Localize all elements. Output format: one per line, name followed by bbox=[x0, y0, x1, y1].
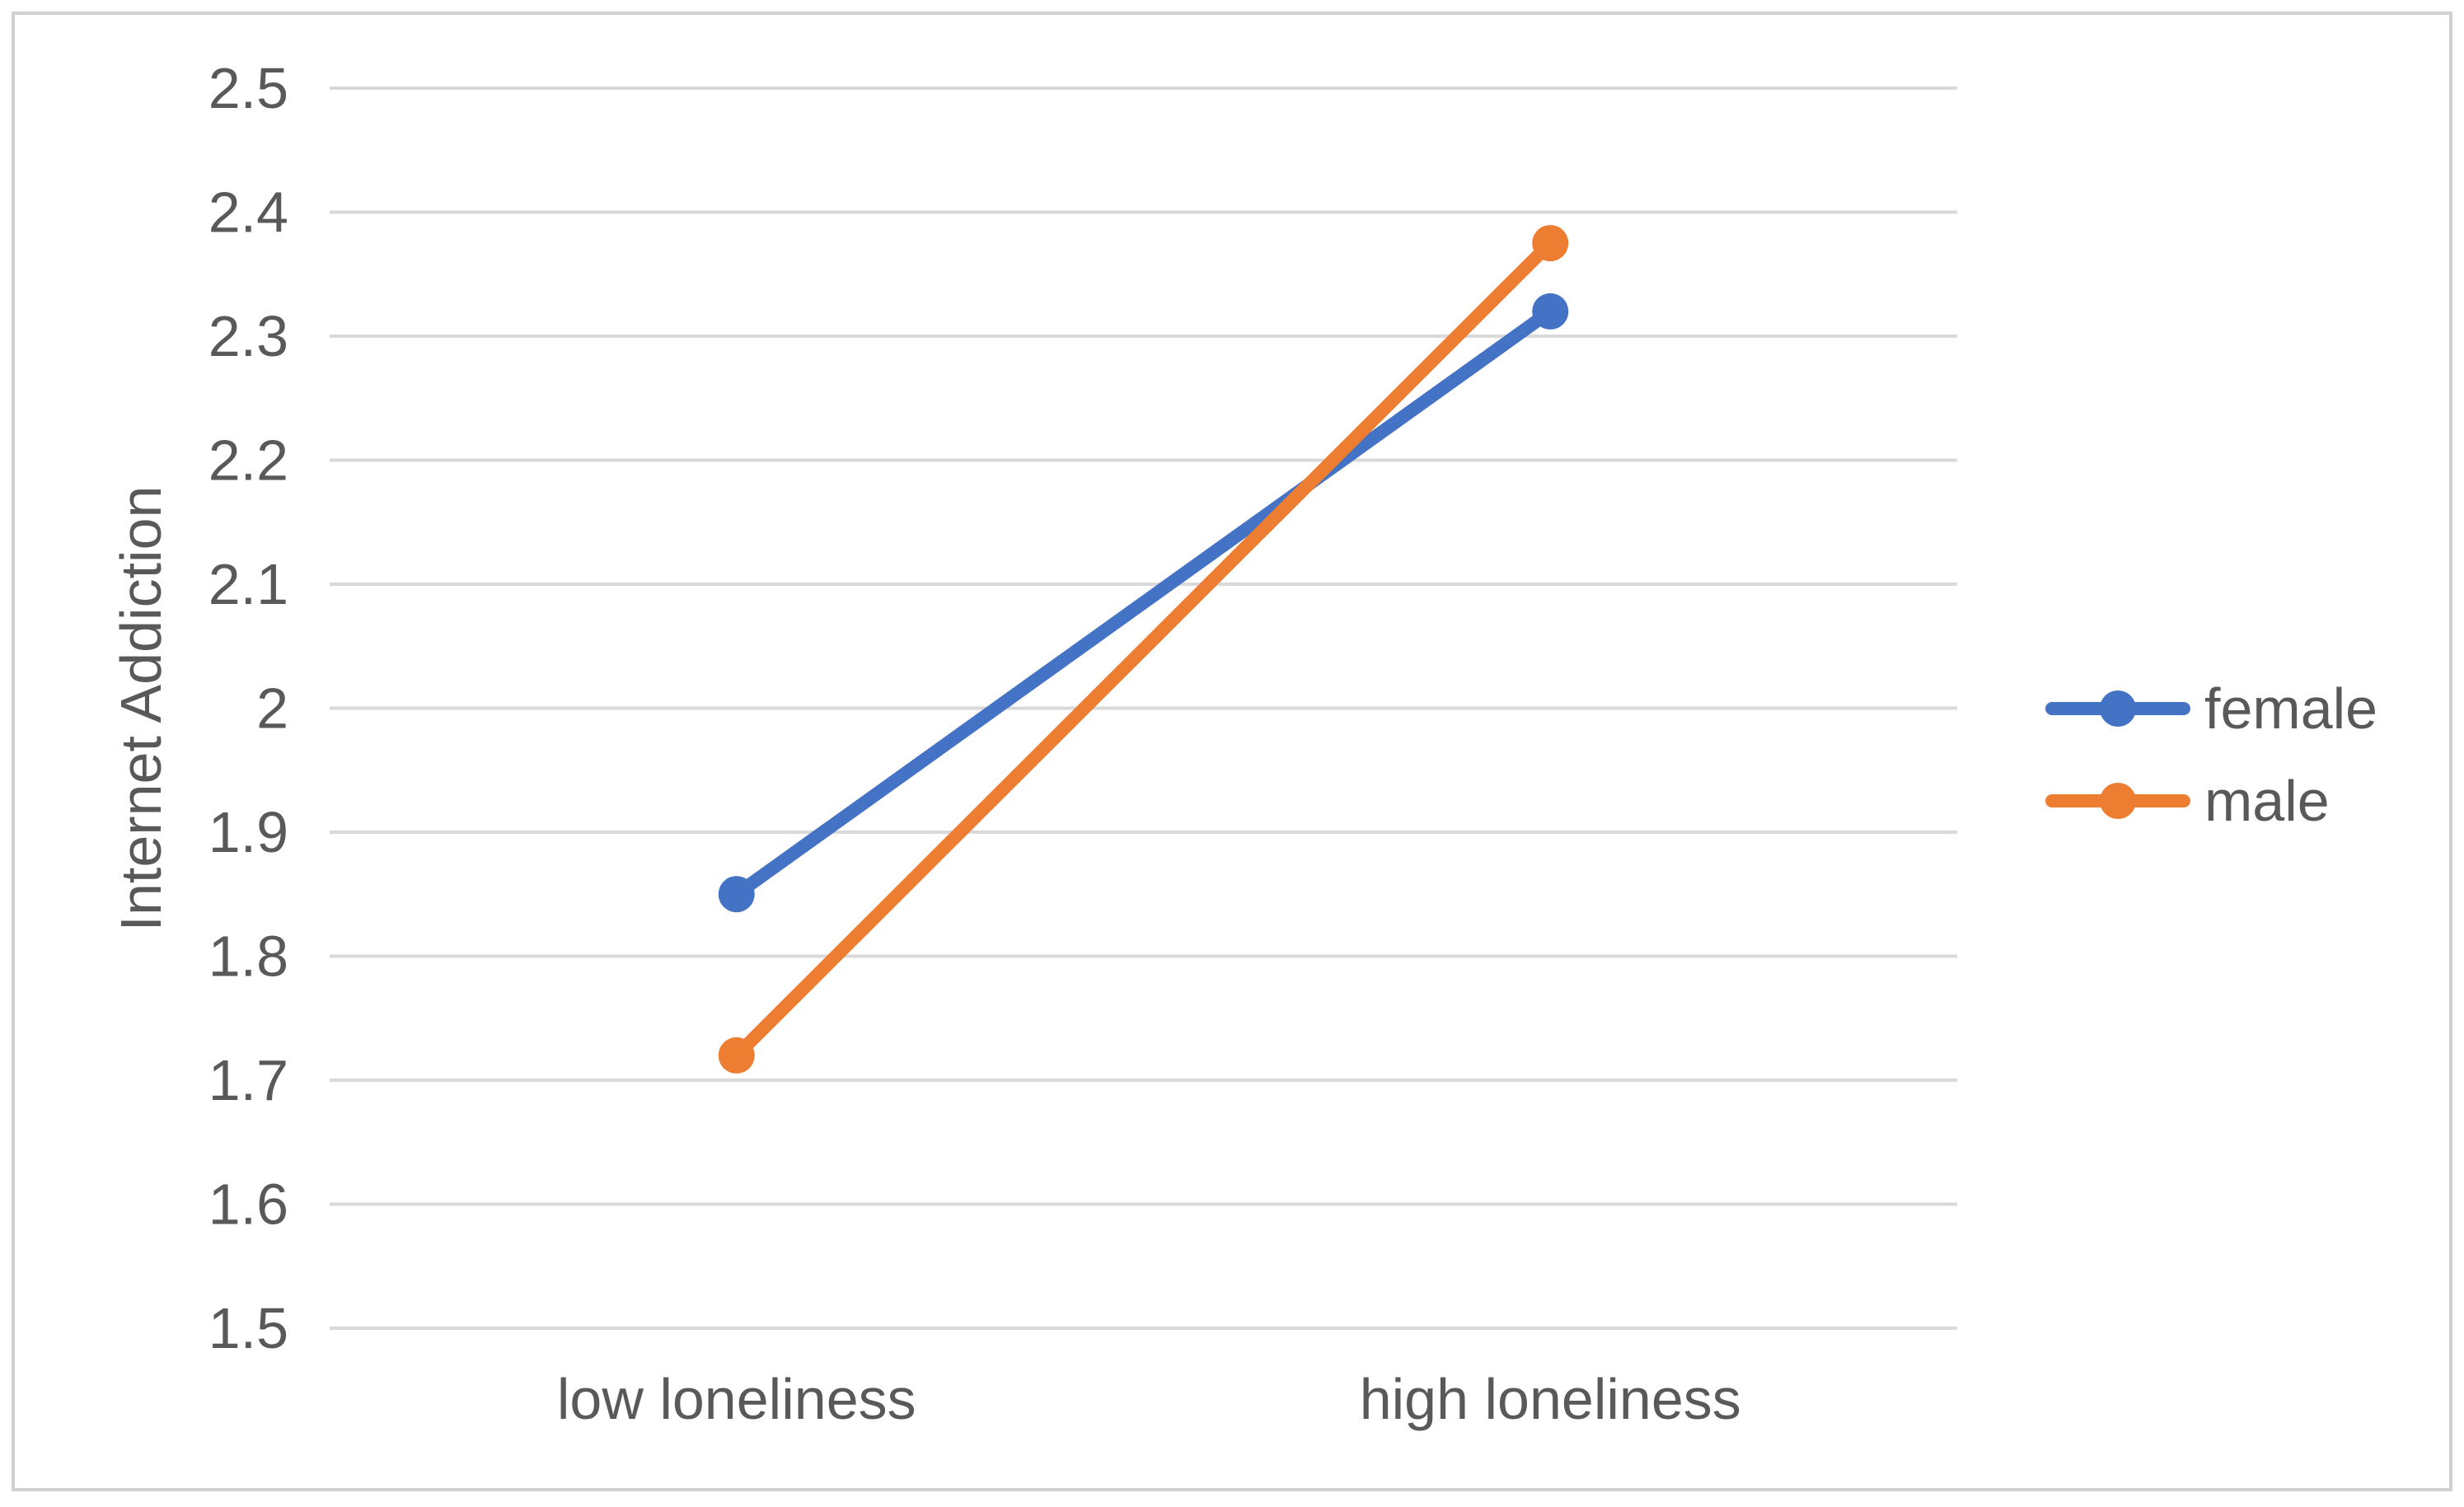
data-point bbox=[718, 1037, 755, 1074]
legend: female male bbox=[2045, 676, 2377, 833]
y-tick-label: 2.1 bbox=[208, 552, 288, 616]
data-point bbox=[1532, 293, 1569, 330]
legend-item: female bbox=[2045, 676, 2377, 741]
x-axis-ticks: low loneliness high loneliness bbox=[557, 1367, 1741, 1431]
series-line bbox=[729, 236, 1558, 1062]
x-tick-label: low loneliness bbox=[557, 1367, 916, 1431]
legend-item: male bbox=[2045, 769, 2330, 833]
x-tick-label: high loneliness bbox=[1360, 1367, 1741, 1431]
data-point bbox=[718, 876, 755, 913]
y-tick-label: 1.5 bbox=[208, 1296, 288, 1360]
chart-border bbox=[12, 12, 2452, 1491]
y-axis-label: Internet Addiction bbox=[109, 486, 173, 932]
y-tick-label: 2.3 bbox=[208, 304, 288, 368]
legend-swatch-marker bbox=[2100, 783, 2136, 819]
y-tick-label: 2 bbox=[256, 676, 288, 741]
y-axis-ticks: 1.5 1.6 1.7 1.8 1.9 2 2.1 2.2 2.3 2.4 2.5 bbox=[208, 56, 288, 1360]
gridlines bbox=[330, 87, 1957, 1330]
y-tick-label: 1.9 bbox=[208, 800, 288, 864]
y-tick-label: 2.2 bbox=[208, 428, 288, 493]
series-male bbox=[718, 225, 1569, 1074]
legend-swatch-marker bbox=[2100, 690, 2136, 727]
legend-label: female bbox=[2204, 676, 2377, 741]
y-tick-label: 1.6 bbox=[208, 1172, 288, 1237]
y-tick-label: 1.8 bbox=[208, 924, 288, 989]
series-female bbox=[718, 293, 1569, 913]
y-tick-label: 2.4 bbox=[208, 180, 288, 245]
legend-label: male bbox=[2204, 769, 2330, 833]
series-lines bbox=[718, 225, 1569, 1074]
data-point bbox=[1532, 225, 1569, 262]
series-line bbox=[729, 304, 1558, 901]
y-tick-label: 1.7 bbox=[208, 1048, 288, 1112]
y-tick-label: 2.5 bbox=[208, 56, 288, 120]
